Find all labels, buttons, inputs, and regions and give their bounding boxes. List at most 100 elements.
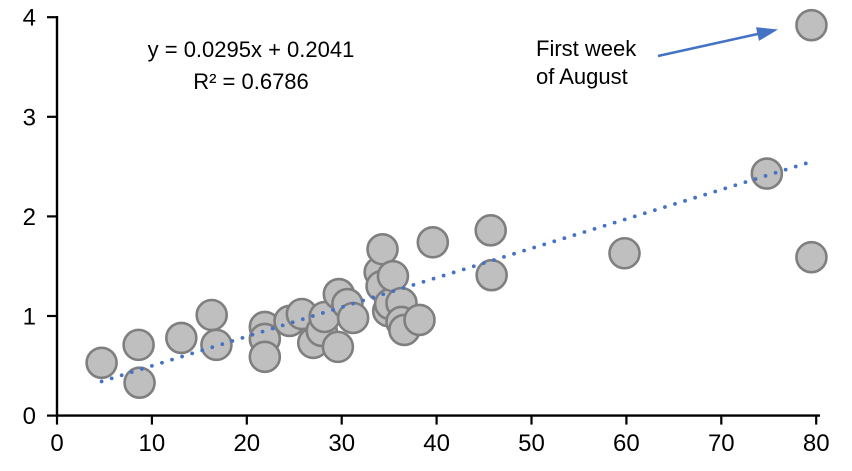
trendline-dot (471, 264, 476, 269)
trendline-dot (300, 317, 305, 322)
data-point (474, 214, 507, 247)
y-tick-label: 2 (23, 204, 36, 231)
trendline-dot (441, 273, 446, 278)
annotation-line-1: First week (536, 36, 637, 61)
x-tick-label: 10 (139, 430, 166, 457)
trendline-dot (270, 326, 275, 331)
trendline-layer (99, 161, 808, 384)
trendline-dot (803, 161, 808, 166)
trendline-dot (663, 205, 667, 209)
trendline-dot (371, 295, 376, 300)
trendline-dot (431, 276, 436, 281)
trendline-dot (461, 267, 466, 272)
trendline-dot (351, 301, 355, 306)
trendline-dot (622, 217, 627, 222)
data-point (475, 258, 508, 292)
trendline-dot (119, 373, 124, 378)
trendline-dot (652, 208, 657, 213)
trendline-dot (160, 360, 164, 365)
trendline-dot (190, 351, 195, 356)
y-tick-label: 1 (23, 304, 36, 331)
trendline-dot (683, 198, 687, 203)
trendline-dot (793, 164, 798, 169)
trendline-dot (763, 174, 768, 178)
trendline-dot (321, 311, 325, 315)
data-point (750, 157, 784, 190)
trendline-dot (421, 279, 426, 284)
x-tick-label: 50 (518, 430, 545, 457)
trendline-dot (783, 167, 788, 172)
trendline-equation: y = 0.0295x + 0.2041 (148, 37, 355, 62)
trendline-dot (250, 332, 255, 337)
trendline-dot (230, 339, 235, 343)
trendline-dot (542, 242, 547, 247)
x-tick-label: 40 (423, 430, 450, 457)
y-tick-label: 4 (23, 5, 36, 32)
trendline-dot (492, 258, 496, 262)
trendline-dot (502, 254, 506, 259)
data-point (85, 346, 118, 380)
trendline-dot (673, 202, 677, 206)
x-tick-label: 70 (708, 430, 735, 457)
axes-layer: 0 10 20 30 40 50 60 70 80 0 1 2 3 4 (23, 5, 830, 457)
trendline-dot (522, 248, 526, 253)
trendline-dot (753, 177, 758, 181)
trendline-dot (150, 363, 154, 368)
trendline-dot (139, 367, 144, 371)
data-point (122, 328, 155, 362)
y-tick-label: 0 (23, 403, 36, 430)
trendline-dot (552, 239, 557, 244)
points-layer (85, 8, 828, 400)
x-tick-label: 20 (233, 430, 260, 457)
trendline-dot (602, 223, 607, 228)
trendline-dot (391, 289, 396, 294)
trendline-dot (411, 283, 416, 287)
trendline-dot (170, 357, 174, 362)
trendline-dot (99, 379, 104, 384)
arrow-shaft (657, 32, 761, 58)
r-squared-label: R² = 0.6786 (193, 69, 309, 94)
trendline-dot (642, 211, 647, 216)
trendline-dot (381, 292, 386, 297)
data-point (795, 8, 828, 42)
trendline-dot (200, 348, 205, 353)
trendline-dot (723, 186, 728, 191)
trendline-dot (481, 261, 486, 266)
data-point (403, 303, 436, 337)
x-tick-label: 30 (328, 430, 355, 457)
trendline-dot (743, 180, 748, 185)
annotation-group: y = 0.0295x + 0.2041 R² = 0.6786 First w… (148, 27, 778, 94)
trendline-dot (290, 320, 295, 325)
trendline-dot (180, 354, 184, 359)
trendline-dot (582, 230, 587, 234)
data-point (608, 236, 641, 270)
trendline-dot (341, 304, 345, 309)
data-point (200, 328, 233, 362)
trendline-dot (280, 323, 285, 328)
trendline-dot (713, 189, 718, 194)
trendline-dot (451, 270, 456, 275)
data-point (123, 366, 156, 400)
data-point (195, 298, 228, 332)
trendline-dot (693, 195, 698, 200)
trendline-dot (361, 298, 366, 303)
trendline-dot (210, 345, 215, 350)
trendline-dot (532, 245, 537, 250)
data-point (795, 240, 828, 274)
trendline-dot (109, 376, 114, 381)
x-tick-label: 80 (803, 430, 830, 457)
trendline-dot (401, 286, 406, 290)
data-point (366, 232, 399, 266)
x-tick-label: 60 (613, 430, 640, 457)
trendline-dot (632, 214, 637, 219)
trendline-dot (220, 342, 225, 346)
trendline-dot (240, 335, 245, 340)
annotation-line-2: of August (536, 64, 628, 89)
trendline-dot (773, 170, 778, 175)
trendline-dot (310, 314, 315, 318)
trendline-dot (703, 192, 708, 197)
trendline-dot (331, 307, 335, 312)
data-point (165, 321, 198, 355)
